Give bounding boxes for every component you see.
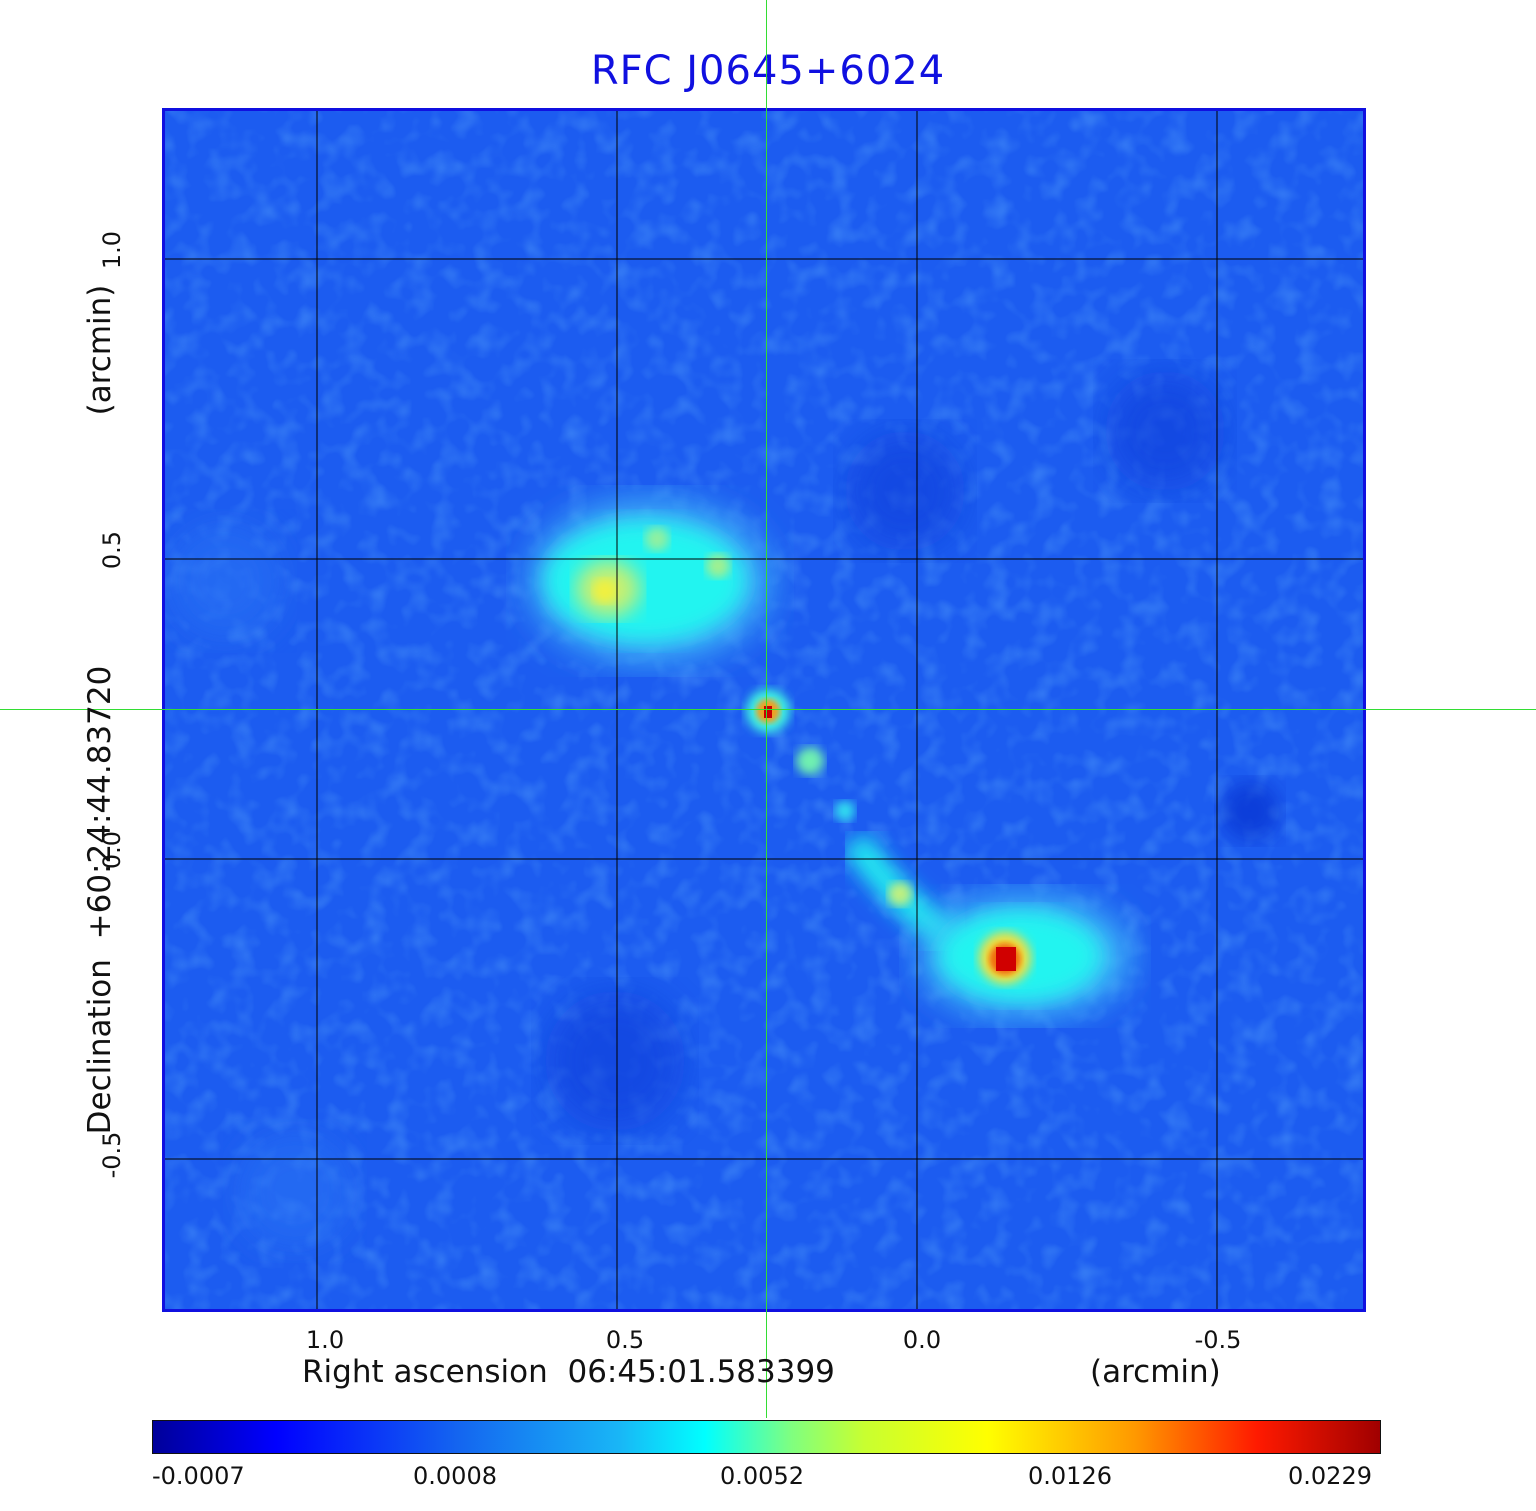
colorbar-tick-label: 0.0008	[413, 1462, 497, 1490]
x-tick-label: 1.0	[305, 1326, 345, 1354]
x-tick-label: 0.5	[605, 1326, 645, 1354]
colorbar-tick-label: 0.0052	[720, 1462, 804, 1490]
y-tick-label: 0.5	[98, 530, 126, 570]
x-axis-label: Right ascension 06:45:01.583399	[302, 1354, 835, 1390]
coordinate-grid	[165, 111, 1363, 1309]
y-axis-unit: (arcmin)	[82, 284, 118, 416]
x-tick-label: -0.5	[1194, 1326, 1242, 1354]
x-axis-unit: (arcmin)	[1090, 1354, 1221, 1390]
southwest-lobe	[920, 896, 1130, 1016]
x-tick-label: 0.0	[902, 1326, 942, 1354]
y-tick-label: 1.0	[98, 230, 126, 270]
northeast-lobe	[530, 501, 770, 661]
crosshair-horizontal	[0, 709, 1536, 710]
colorbar	[152, 1420, 1381, 1454]
radio-image-panel[interactable]	[162, 108, 1366, 1312]
y-axis-label: Declination +60:24:44.83720	[82, 665, 118, 1135]
radio-intensity-map	[165, 111, 1363, 1309]
colorbar-tick-label: 0.0126	[1028, 1462, 1112, 1490]
dark-noise-patches	[165, 371, 1280, 1251]
y-tick-label: -0.5	[98, 1131, 126, 1179]
colorbar-tick-label: -0.0007	[152, 1462, 245, 1490]
colorbar-tick-label: 0.0229	[1288, 1462, 1372, 1490]
image-title: RFC J0645+6024	[590, 48, 946, 94]
